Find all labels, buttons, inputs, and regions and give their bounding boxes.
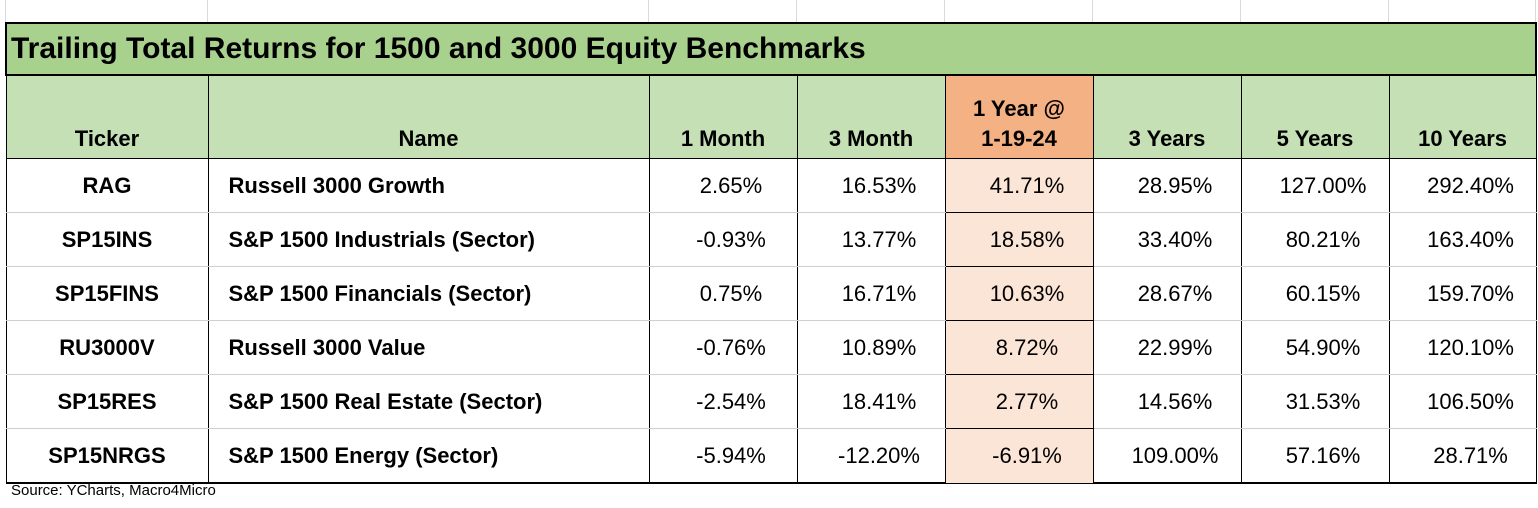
- return-10-years: 120.10%: [1388, 320, 1537, 375]
- header-1-year-line2: 1-19-24: [981, 126, 1057, 151]
- header-10-years: 10 Years: [1388, 74, 1537, 159]
- return-5-years: 127.00%: [1240, 158, 1390, 213]
- table-row: SP15INS S&P 1500 Industrials (Sector) -0.9…: [5, 212, 1537, 267]
- return-1-month: 2.65%: [648, 158, 798, 213]
- return-1-year: 18.58%: [944, 212, 1094, 267]
- return-3-years: 33.40%: [1092, 212, 1242, 267]
- return-1-month: -5.94%: [648, 428, 798, 484]
- header-row: Ticker Name 1 Month 3 Month 1 Year @ 1-19…: [5, 74, 1537, 159]
- return-1-year: -6.91%: [944, 428, 1094, 484]
- name-cell: S&P 1500 Financials (Sector): [207, 266, 650, 321]
- return-1-year: 8.72%: [944, 320, 1094, 375]
- header-name: Name: [207, 74, 650, 159]
- return-1-year: 10.63%: [944, 266, 1094, 321]
- return-5-years: 54.90%: [1240, 320, 1390, 375]
- table-row: SP15FINS S&P 1500 Financials (Sector) 0.75…: [5, 266, 1537, 321]
- ticker-cell: SP15FINS: [5, 266, 209, 321]
- header-1-month: 1 Month: [648, 74, 798, 159]
- return-3-month: 16.71%: [796, 266, 946, 321]
- header-3-month: 3 Month: [796, 74, 946, 159]
- header-5-years: 5 Years: [1240, 74, 1390, 159]
- name-cell: S&P 1500 Real Estate (Sector): [207, 374, 650, 429]
- table-title: Trailing Total Returns for 1500 and 3000…: [4, 22, 1538, 76]
- name-cell: S&P 1500 Industrials (Sector): [207, 212, 650, 267]
- returns-table: Trailing Total Returns for 1500 and 3000…: [4, 22, 1538, 484]
- header-1-year-line1: 1 Year @: [972, 96, 1065, 121]
- return-1-month: 0.75%: [648, 266, 798, 321]
- name-cell: S&P 1500 Energy (Sector): [207, 428, 650, 484]
- ticker-cell: SP15INS: [5, 212, 209, 267]
- return-3-years: 28.67%: [1092, 266, 1242, 321]
- table-row: SP15NRGS S&P 1500 Energy (Sector) -5.94% -1…: [5, 428, 1537, 484]
- source-note: Source: YCharts, Macro4Micro: [11, 482, 216, 499]
- table-row: SP15RES S&P 1500 Real Estate (Sector) -2.5…: [5, 374, 1537, 429]
- ticker-cell: RU3000V: [5, 320, 209, 375]
- header-ticker: Ticker: [5, 74, 209, 159]
- return-3-month: 18.41%: [796, 374, 946, 429]
- return-10-years: 159.70%: [1388, 266, 1537, 321]
- name-cell: Russell 3000 Growth: [207, 158, 650, 213]
- ticker-cell: SP15NRGS: [5, 428, 209, 484]
- return-3-years: 22.99%: [1092, 320, 1242, 375]
- table-row: RU3000V Russell 3000 Value -0.76% 10.89% 8.7…: [5, 320, 1537, 375]
- return-1-month: -0.93%: [648, 212, 798, 267]
- header-1-year: 1 Year @ 1-19-24: [944, 74, 1094, 159]
- table-row: RAG Russell 3000 Growth 2.65% 16.53% 41.71% 2…: [5, 158, 1537, 213]
- return-10-years: 163.40%: [1388, 212, 1537, 267]
- return-10-years: 28.71%: [1388, 428, 1537, 484]
- return-1-year: 2.77%: [944, 374, 1094, 429]
- return-3-month: 16.53%: [796, 158, 946, 213]
- ticker-cell: SP15RES: [5, 374, 209, 429]
- spreadsheet-gridlines: [0, 0, 1538, 22]
- return-5-years: 57.16%: [1240, 428, 1390, 484]
- name-cell: Russell 3000 Value: [207, 320, 650, 375]
- return-3-years: 14.56%: [1092, 374, 1242, 429]
- return-10-years: 292.40%: [1388, 158, 1537, 213]
- return-3-years: 28.95%: [1092, 158, 1242, 213]
- return-5-years: 60.15%: [1240, 266, 1390, 321]
- return-1-month: -0.76%: [648, 320, 798, 375]
- ticker-cell: RAG: [5, 158, 209, 213]
- return-3-month: 10.89%: [796, 320, 946, 375]
- header-3-years: 3 Years: [1092, 74, 1242, 159]
- return-1-month: -2.54%: [648, 374, 798, 429]
- return-3-years: 109.00%: [1092, 428, 1242, 484]
- return-1-year: 41.71%: [944, 158, 1094, 213]
- return-10-years: 106.50%: [1388, 374, 1537, 429]
- return-5-years: 31.53%: [1240, 374, 1390, 429]
- return-3-month: 13.77%: [796, 212, 946, 267]
- return-5-years: 80.21%: [1240, 212, 1390, 267]
- return-3-month: -12.20%: [796, 428, 946, 484]
